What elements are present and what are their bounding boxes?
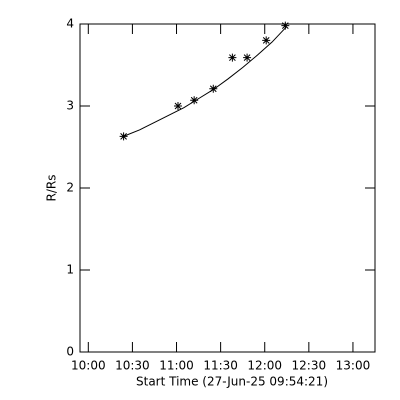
data-point	[262, 36, 271, 45]
data-point	[190, 96, 199, 105]
y-tick-label: 4	[66, 17, 74, 31]
y-tick-label: 1	[66, 263, 74, 277]
y-tick-label: 0	[66, 345, 74, 359]
x-tick-label: 10:30	[115, 359, 150, 373]
x-tick-label: 11:30	[203, 359, 238, 373]
x-axis-label: Start Time (27-Jun-25 09:54:21)	[136, 375, 328, 389]
data-point	[119, 132, 128, 141]
x-tick-label: 11:00	[159, 359, 194, 373]
data-point	[281, 21, 290, 30]
y-axis-label: R/Rs	[45, 175, 59, 202]
data-point	[173, 102, 182, 110]
x-tick-label: 13:00	[336, 359, 371, 373]
fit-line	[123, 26, 288, 137]
data-point	[209, 84, 218, 93]
data-point	[228, 53, 237, 62]
y-tick-label: 2	[66, 181, 74, 195]
x-tick-label: 12:30	[292, 359, 327, 373]
y-tick-label: 3	[66, 99, 74, 113]
data-point	[243, 53, 252, 62]
x-tick-label: 12:00	[247, 359, 282, 373]
x-tick-label: 10:00	[71, 359, 106, 373]
plot-frame	[79, 23, 376, 353]
